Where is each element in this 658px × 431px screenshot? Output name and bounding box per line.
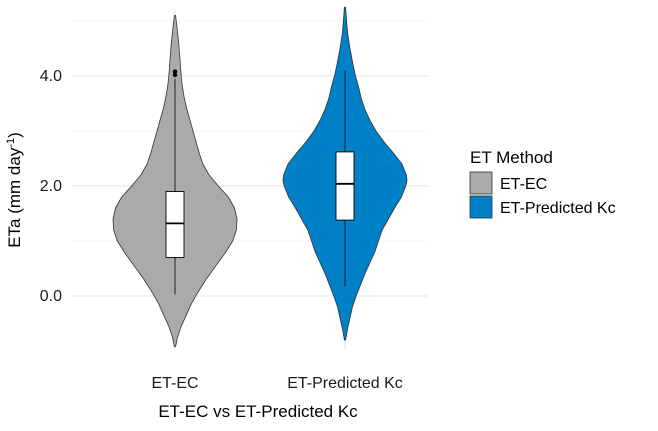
y-tick-labels: 0.0 2.0 4.0 [40,68,62,305]
y-axis-title: ETa (mm day-1) [5,132,24,248]
y-tick-label: 2.0 [40,178,62,195]
legend: ET Method ET-EC ET-Predicted Kc [469,148,616,219]
legend-label-et-predicted-kc: ET-Predicted Kc [500,200,616,217]
y-axis-title-close: ) [5,132,24,138]
legend-title: ET Method [470,148,553,167]
x-tick-label: ET-Predicted Kc [287,375,403,392]
box-iqr-et-predicted-kc [335,151,355,221]
outlier-point-et-ec [172,69,178,74]
x-axis-title: ET-EC vs ET-Predicted Kc [158,402,358,421]
legend-swatch-et-ec [469,171,493,195]
outlier-point-et-ec [172,72,178,78]
box-plots [165,69,355,295]
box-iqr-et-ec [165,191,185,258]
y-tick-label: 4.0 [40,68,62,85]
x-tick-labels: ET-EC ET-Predicted Kc [151,375,402,392]
y-tick-label: 0.0 [40,288,62,305]
legend-label-et-ec: ET-EC [500,176,547,193]
x-tick-label: ET-EC [151,375,198,392]
y-axis-title-main: ETa (mm day [5,147,24,248]
y-axis-title-superscript: -1 [5,138,17,148]
legend-swatch-et-predicted-kc [469,195,493,219]
